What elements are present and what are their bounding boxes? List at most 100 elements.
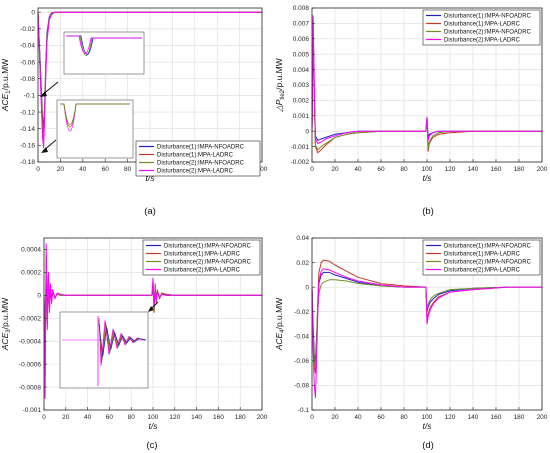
y-axis-label: ACE4/p.u.MW [274, 298, 286, 351]
panel-caption: (c) [146, 440, 157, 451]
annotation-arrows [40, 81, 59, 153]
arrow-head [40, 91, 47, 97]
chart-panel: 0 20 40 60 80 100 120 140 160 180 200 0.008 0.007 0.0… [274, 5, 548, 217]
legend-entry: Disturbance(2):MPA-LADRC [157, 169, 234, 175]
y-axis-label: ACE3/p.u.MW [0, 298, 12, 351]
arrow-head [148, 306, 154, 312]
x-tick-label: 60 [102, 166, 110, 173]
legend-entry: Disturbance(2):MPA-LADRC [444, 268, 521, 274]
y-tick-label: 0.004 [293, 67, 310, 74]
legend-entry: Disturbance(2):MPA-LADRC [444, 38, 521, 44]
series-line [311, 15, 542, 144]
y-tick-label: 0.008 [293, 5, 310, 12]
x-axis-label: t/s [146, 173, 156, 183]
x-tick-label: 60 [377, 166, 385, 173]
x-tick-label: 20 [62, 414, 70, 421]
x-tick-label: 0 [36, 166, 40, 173]
legend-entry: Disturbance(1):IMPA-NFOADRC [444, 244, 532, 250]
y-tick-label: 0.001 [293, 113, 310, 120]
x-tick-label: 80 [128, 414, 136, 421]
legend-entry: Disturbance(2):MPA-LADRC [164, 268, 241, 274]
y-tick-label: 0.04 [296, 235, 309, 242]
y-tick-label: 0.006 [293, 36, 310, 43]
x-tick-label: 180 [514, 166, 525, 173]
x-tick-label: 0 [310, 166, 314, 173]
panel-caption: (d) [422, 440, 434, 451]
x-tick-label: 120 [169, 414, 180, 421]
legend-box [142, 239, 261, 276]
legend-box [135, 140, 261, 177]
y-tick-label: -0.18 [20, 159, 35, 166]
x-tick-label: 200 [257, 166, 268, 173]
chart-panel: 0 20 40 60 80 100 120 140 160 180 200 0.04 0.02 0 -0.0… [274, 235, 548, 451]
y-axis-label: △Ptie2/p.u.MW [274, 58, 286, 113]
inset-a-bottom [56, 99, 134, 159]
legend-entry: Disturbance(2):IMPA-NFOADRC [157, 161, 245, 167]
x-tick-label: 160 [491, 166, 502, 173]
y-tick-label: -0.0004 [19, 338, 41, 345]
y-tick-label: -0.04 [20, 43, 35, 50]
y-tick-label: -0.0002 [19, 315, 41, 322]
series-line [311, 19, 542, 151]
x-tick-label: 180 [514, 414, 525, 421]
x-axis-label: t/s [149, 421, 159, 431]
inset-a-top [63, 31, 145, 75]
y-tick-label: 0.007 [293, 21, 310, 28]
x-tick-label: 140 [191, 414, 202, 421]
x-tick-label: 180 [235, 414, 246, 421]
x-tick-label: 100 [148, 414, 159, 421]
y-tick-label: 0.002 [293, 98, 310, 105]
x-tick-label: 60 [377, 414, 385, 421]
x-tick-label: 0 [310, 414, 314, 421]
y-tick-label: -0.001 [23, 407, 42, 414]
y-tick-label: -0.06 [294, 358, 309, 365]
y-tick-label: -0.16 [20, 143, 35, 150]
x-tick-label: 120 [445, 166, 456, 173]
legend-entry: Disturbance(1):IMPA-NFOADRC [444, 14, 532, 20]
y-tick-label: -0.06 [20, 59, 35, 66]
inset-curve [66, 35, 142, 54]
y-tick-label: 0.02 [296, 260, 309, 267]
x-tick-label: 40 [84, 414, 92, 421]
legend-box [422, 239, 541, 276]
series-line [37, 11, 262, 149]
y-axis-label: ACE1/p.u.MW [0, 59, 12, 112]
legend-entry: Disturbance(2):IMPA-NFOADRC [164, 260, 252, 266]
y-tick-label: 0 [31, 9, 35, 16]
series-line [43, 243, 262, 399]
x-tick-label: 40 [354, 414, 362, 421]
y-tick-label: -0.001 [291, 144, 310, 151]
y-tick-label: -0.14 [20, 126, 35, 133]
panel-caption: (b) [422, 206, 434, 217]
arrow-head [41, 147, 48, 153]
y-tick-label: 0.005 [293, 51, 310, 58]
y-tick-label: -0.04 [294, 333, 309, 340]
y-tick-label: -0.12 [20, 109, 35, 116]
x-tick-label: 20 [57, 166, 65, 173]
x-tick-label: 200 [537, 166, 548, 173]
x-tick-label: 200 [257, 414, 268, 421]
legend-entry: Disturbance(2):IMPA-NFOADRC [444, 260, 532, 266]
inset-curve [98, 323, 147, 357]
legend-box [422, 9, 541, 46]
y-tick-label: -0.0008 [19, 384, 41, 391]
y-tick-label: 0.0002 [21, 270, 41, 277]
x-tick-label: 80 [400, 414, 408, 421]
y-tick-label: -0.0006 [19, 361, 41, 368]
series-line [311, 268, 542, 399]
y-tick-label: -0.08 [20, 76, 35, 83]
y-tick-label: -0.08 [294, 383, 309, 390]
x-tick-label: 80 [400, 166, 408, 173]
y-tick-label: -0.002 [291, 159, 310, 166]
y-tick-label: -0.1 [24, 93, 36, 100]
panel-caption: (a) [144, 206, 156, 217]
y-tick-label: 0.003 [293, 82, 310, 89]
y-tick-label: -0.02 [20, 26, 35, 33]
legend-entry: Disturbance(1):MPA-LADRC [444, 22, 521, 28]
inset-c [59, 301, 159, 389]
x-tick-label: 20 [331, 414, 339, 421]
x-tick-label: 100 [422, 166, 433, 173]
x-tick-label: 120 [445, 414, 456, 421]
y-tick-label: 0 [305, 284, 309, 291]
